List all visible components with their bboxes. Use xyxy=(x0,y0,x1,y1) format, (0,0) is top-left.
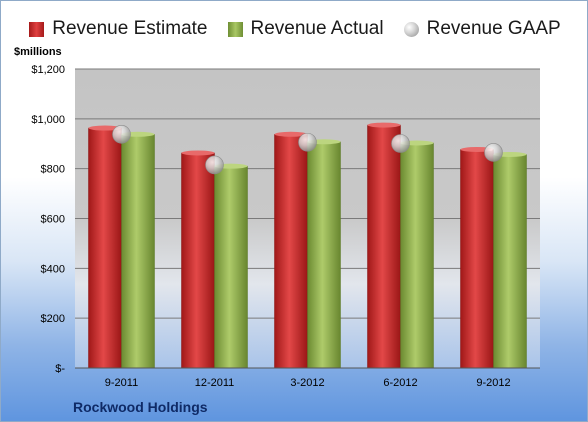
y-tick-label: $- xyxy=(55,363,65,375)
legend-label-estimate: Revenue Estimate xyxy=(52,18,208,39)
bar-top-cap-estimate xyxy=(88,125,122,131)
bar-revenue-estimate xyxy=(367,124,401,369)
bar-top-cap-estimate xyxy=(274,131,308,137)
y-tick-label: $400 xyxy=(41,263,65,275)
y-tick-label: $1,000 xyxy=(31,114,65,126)
y-tick-label: $800 xyxy=(41,164,65,176)
marker-revenue-gaap xyxy=(112,124,131,144)
bar-revenue-estimate xyxy=(460,149,494,369)
bar-top-cap-estimate xyxy=(367,122,401,128)
bar-revenue-actual xyxy=(307,141,341,369)
legend-item-gaap: Revenue GAAP xyxy=(403,18,561,40)
legend-item-actual: Revenue Actual xyxy=(227,18,384,40)
bar-revenue-estimate xyxy=(88,127,122,369)
x-tick-label: 12-2011 xyxy=(195,377,235,389)
bar-revenue-actual xyxy=(400,142,434,369)
bar-revenue-estimate xyxy=(274,134,308,369)
x-tick-label: 3-2012 xyxy=(290,377,324,389)
y-tick-label: $600 xyxy=(41,214,65,226)
bar-revenue-estimate xyxy=(181,152,215,369)
bar-top-cap-estimate xyxy=(181,150,215,156)
marker-revenue-gaap xyxy=(205,155,224,175)
marker-revenue-gaap xyxy=(484,143,503,162)
legend-swatch-estimate xyxy=(29,21,45,37)
bar-revenue-actual xyxy=(121,134,155,369)
y-tick-label: $200 xyxy=(41,313,65,325)
company-name: Rockwood Holdings xyxy=(73,399,208,415)
legend-swatch-actual xyxy=(227,21,243,37)
legend-item-estimate: Revenue Estimate xyxy=(29,18,208,40)
x-tick-label: 9-2012 xyxy=(476,377,510,389)
marker-revenue-gaap xyxy=(298,132,317,152)
y-axis-unit-label: $millions xyxy=(14,46,62,58)
bar-revenue-actual xyxy=(493,154,527,369)
legend-label-actual: Revenue Actual xyxy=(250,18,384,39)
y-tick-label: $1,200 xyxy=(31,64,65,76)
legend-label-gaap: Revenue GAAP xyxy=(426,18,561,39)
x-tick-label: 9-2011 xyxy=(105,377,138,389)
legend-swatch-gaap xyxy=(403,21,419,37)
x-tick-label: 6-2012 xyxy=(383,377,417,389)
bar-revenue-actual xyxy=(214,165,248,369)
marker-revenue-gaap xyxy=(391,134,410,153)
legend: Revenue Estimate Revenue Actual Revenue … xyxy=(1,15,587,43)
